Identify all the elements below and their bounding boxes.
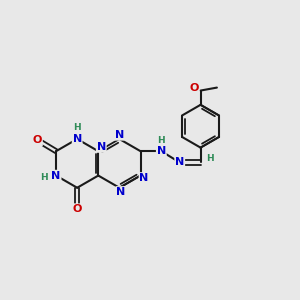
Text: N: N xyxy=(116,187,125,197)
Text: N: N xyxy=(140,173,149,183)
Text: H: H xyxy=(74,123,81,132)
Text: H: H xyxy=(40,172,47,182)
Text: N: N xyxy=(115,130,124,140)
Text: H: H xyxy=(206,154,214,164)
Text: N: N xyxy=(97,142,106,152)
Text: N: N xyxy=(51,171,61,181)
Text: H: H xyxy=(158,136,165,145)
Text: O: O xyxy=(189,83,199,93)
Text: O: O xyxy=(73,204,82,214)
Text: N: N xyxy=(157,146,166,156)
Text: O: O xyxy=(33,136,42,146)
Text: N: N xyxy=(73,134,82,144)
Text: N: N xyxy=(175,158,184,167)
